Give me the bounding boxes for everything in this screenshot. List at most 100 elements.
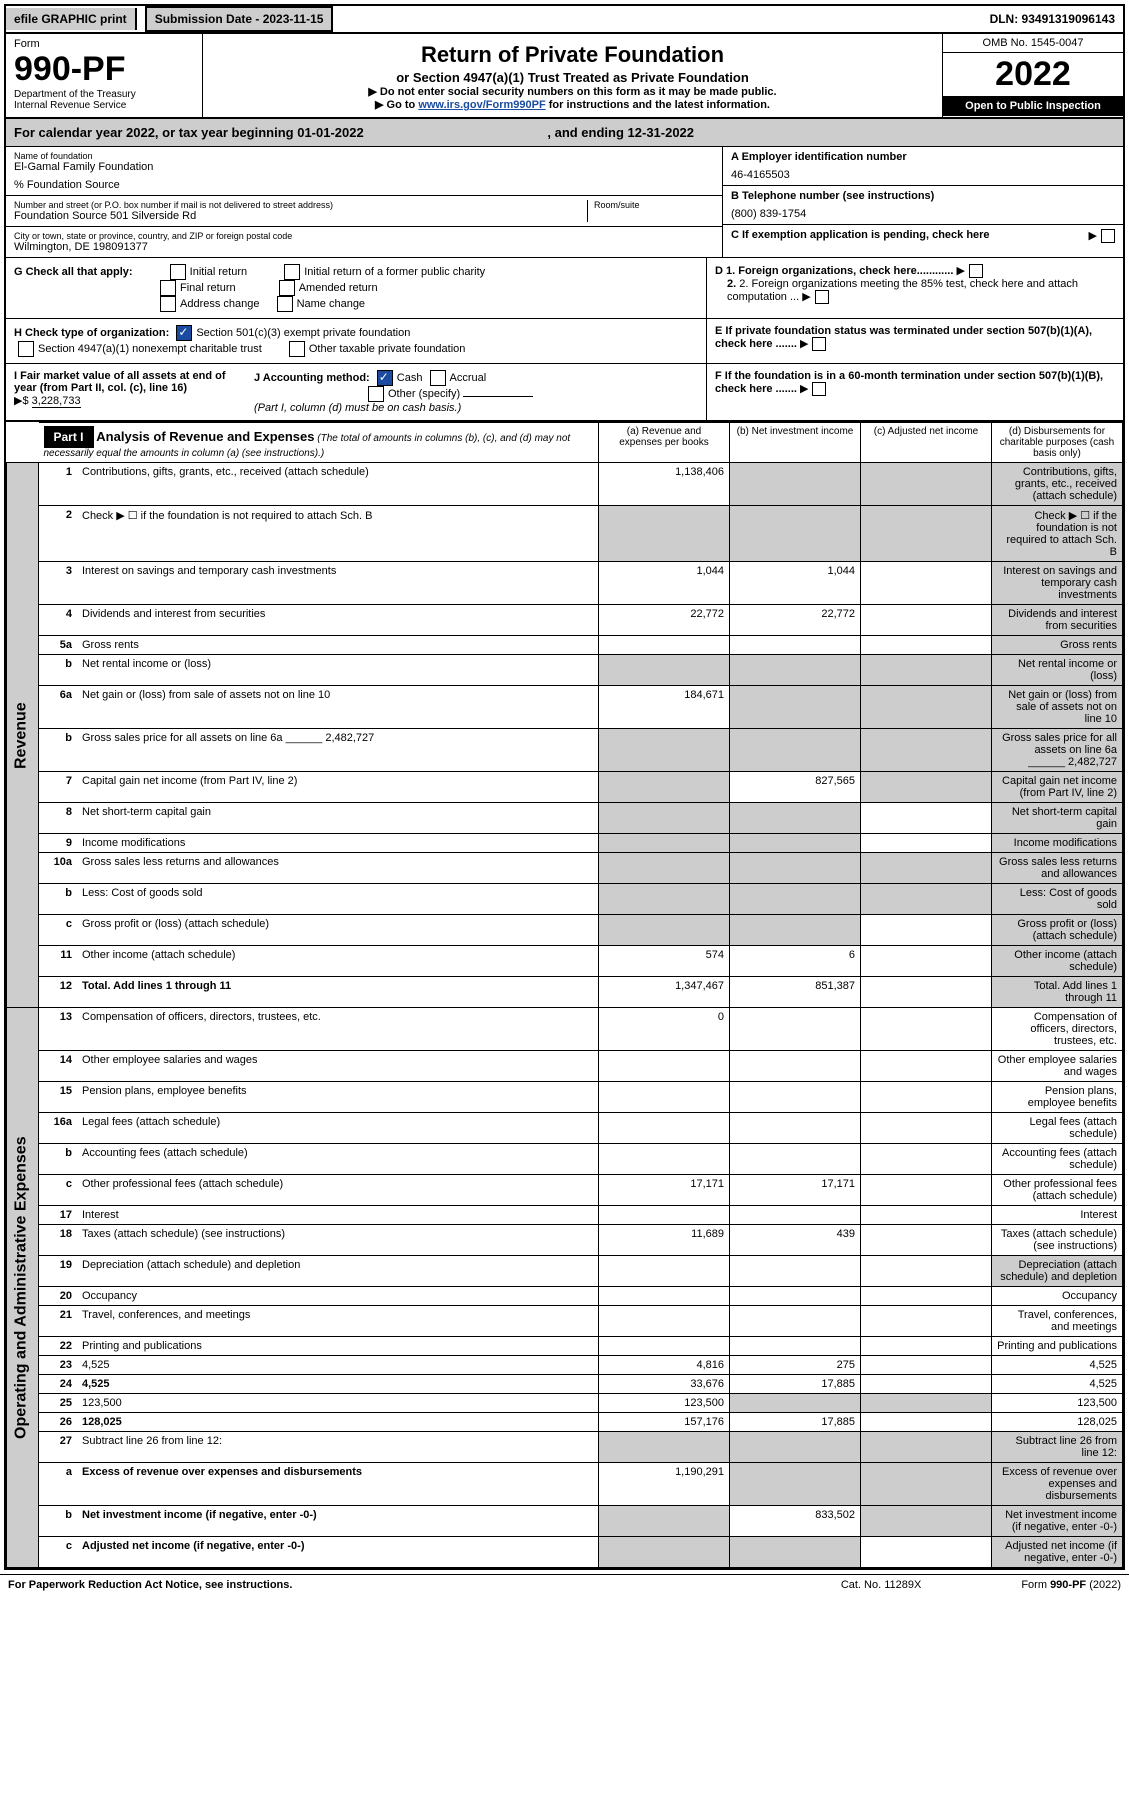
table-row: bNet investment income (if negative, ent… [7, 1506, 1123, 1537]
cell-b: 833,502 [730, 1506, 861, 1537]
footer-form: Form 990-PF (2022) [1021, 1579, 1121, 1591]
d2-label: 2. Foreign organizations meeting the 85%… [727, 278, 1078, 303]
cb-other-acc[interactable] [368, 386, 384, 402]
cell-d: 123,500 [992, 1394, 1123, 1413]
side-expenses: Operating and Administrative Expenses [7, 1008, 39, 1568]
cb-501c3[interactable] [176, 325, 192, 341]
f-cb[interactable] [812, 382, 826, 396]
cell-d: 128,025 [992, 1413, 1123, 1432]
line-number: 26 [39, 1413, 78, 1432]
line-desc: Check ▶ ☐ if the foundation is not requi… [77, 506, 599, 562]
table-row: cOther professional fees (attach schedul… [7, 1175, 1123, 1206]
cell-c [861, 1394, 992, 1413]
cal-end: , and ending 12-31-2022 [547, 125, 694, 140]
table-row: 10aGross sales less returns and allowanc… [7, 853, 1123, 884]
col-b-hdr: (b) Net investment income [730, 423, 861, 463]
cb-4947[interactable] [18, 341, 34, 357]
line-desc: Adjusted net income (if negative, enter … [77, 1537, 599, 1568]
cell-a [599, 834, 730, 853]
cb-accrual[interactable] [430, 370, 446, 386]
cb-final[interactable] [160, 280, 176, 296]
open-public: Open to Public Inspection [943, 96, 1123, 116]
table-row: 234,5254,8162754,525 [7, 1356, 1123, 1375]
cell-d: 4,525 [992, 1375, 1123, 1394]
cell-c [861, 772, 992, 803]
cell-b [730, 803, 861, 834]
cell-d: Less: Cost of goods sold [992, 884, 1123, 915]
g-row: G Check all that apply: Initial return I… [6, 258, 1123, 319]
cell-d: Income modifications [992, 834, 1123, 853]
address: Foundation Source 501 Silverside Rd [14, 210, 587, 222]
ein-label: A Employer identification number [731, 151, 1115, 163]
cb-amended[interactable] [279, 280, 295, 296]
line-number: 14 [39, 1051, 78, 1082]
cell-a [599, 803, 730, 834]
d2-cb[interactable] [815, 290, 829, 304]
dln: DLN: 93491319096143 [982, 8, 1123, 30]
cell-b [730, 1144, 861, 1175]
line-number: c [39, 1537, 78, 1568]
table-row: 17InterestInterest [7, 1206, 1123, 1225]
line-number: 16a [39, 1113, 78, 1144]
cell-a: 0 [599, 1008, 730, 1051]
cell-b [730, 1051, 861, 1082]
part1-table: Part I Analysis of Revenue and Expenses … [6, 422, 1123, 1568]
line-desc: Compensation of officers, directors, tru… [77, 1008, 599, 1051]
d1-cb[interactable] [969, 264, 983, 278]
cell-c [861, 562, 992, 605]
cell-b [730, 1287, 861, 1306]
j-note: (Part I, column (d) must be on cash basi… [254, 402, 461, 414]
cell-c [861, 803, 992, 834]
cell-c [861, 1206, 992, 1225]
line-number: 25 [39, 1394, 78, 1413]
name-label: Name of foundation [14, 151, 714, 161]
cell-d: Dividends and interest from securities [992, 605, 1123, 636]
h-label: H Check type of organization: [14, 327, 169, 339]
cell-b [730, 463, 861, 506]
cb-initial[interactable] [170, 264, 186, 280]
form-container: efile GRAPHIC print Submission Date - 20… [4, 4, 1125, 1570]
irs-link[interactable]: www.irs.gov/Form990PF [418, 99, 545, 111]
table-row: 6aNet gain or (loss) from sale of assets… [7, 686, 1123, 729]
header-left: Form 990-PF Department of the Treasury I… [6, 34, 203, 117]
line-desc: Interest [77, 1206, 599, 1225]
cb-other-tax[interactable] [289, 341, 305, 357]
cb-initial-pub[interactable] [284, 264, 300, 280]
cell-b [730, 1432, 861, 1463]
cell-b: 6 [730, 946, 861, 977]
line-number: 13 [39, 1008, 78, 1051]
i-label: I Fair market value of all assets at end… [14, 370, 226, 394]
cell-b [730, 1008, 861, 1051]
foundation-name: El-Gamal Family Foundation [14, 161, 714, 173]
cell-a [599, 506, 730, 562]
cb-name[interactable] [277, 296, 293, 312]
footer-left: For Paperwork Reduction Act Notice, see … [8, 1579, 292, 1591]
cell-a: 11,689 [599, 1225, 730, 1256]
line-desc: Gross sales less returns and allowances [77, 853, 599, 884]
irs-label: Internal Revenue Service [14, 100, 194, 111]
cal-begin: For calendar year 2022, or tax year begi… [14, 125, 364, 140]
cell-d: Total. Add lines 1 through 11 [992, 977, 1123, 1008]
cell-b [730, 853, 861, 884]
top-bar: efile GRAPHIC print Submission Date - 20… [6, 6, 1123, 34]
c-checkbox[interactable] [1101, 229, 1115, 243]
cell-b [730, 636, 861, 655]
cell-a [599, 1432, 730, 1463]
table-row: 4Dividends and interest from securities2… [7, 605, 1123, 636]
note2-post: for instructions and the latest informat… [546, 99, 770, 111]
line-desc: Travel, conferences, and meetings [77, 1306, 599, 1337]
line-desc: Gross sales price for all assets on line… [77, 729, 599, 772]
e-cb[interactable] [812, 337, 826, 351]
cell-a [599, 915, 730, 946]
cb-address[interactable] [160, 296, 176, 312]
table-row: 3Interest on savings and temporary cash … [7, 562, 1123, 605]
cb-cash[interactable] [377, 370, 393, 386]
table-row: 244,52533,67617,8854,525 [7, 1375, 1123, 1394]
efile-print-label[interactable]: efile GRAPHIC print [6, 8, 137, 30]
cell-d: Printing and publications [992, 1337, 1123, 1356]
table-row: 26128,025157,17617,885128,025 [7, 1413, 1123, 1432]
cell-b [730, 1537, 861, 1568]
cell-c [861, 1256, 992, 1287]
cell-d: Gross profit or (loss) (attach schedule) [992, 915, 1123, 946]
table-row: 22Printing and publicationsPrinting and … [7, 1337, 1123, 1356]
